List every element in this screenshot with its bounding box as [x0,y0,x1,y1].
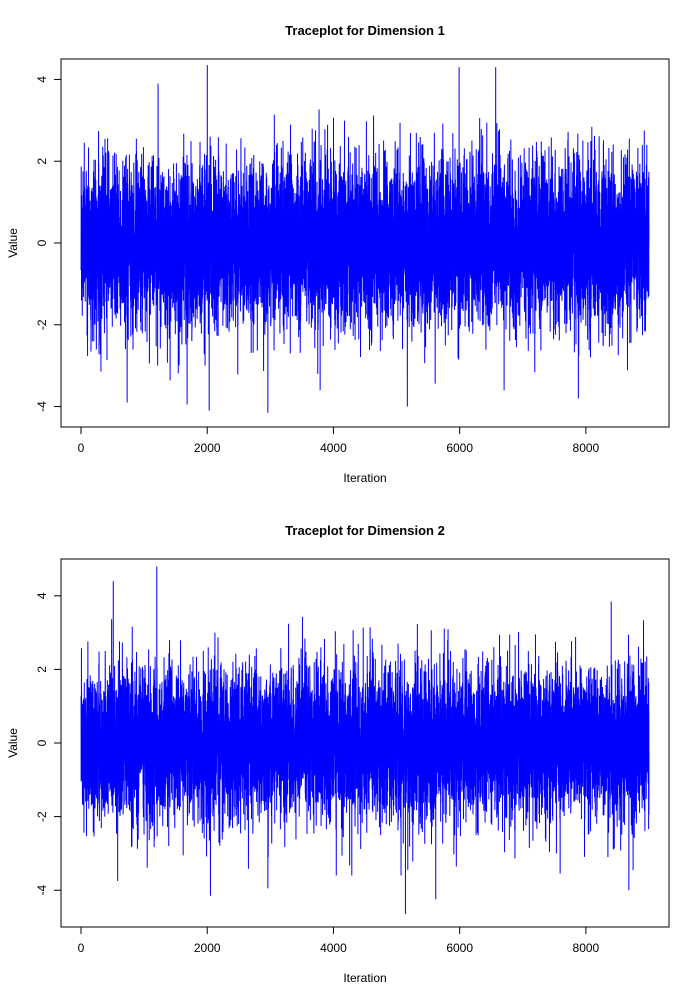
y-tick-label: -2 [35,811,49,822]
chart-title: Traceplot for Dimension 2 [285,523,445,538]
y-tick-label: 0 [35,239,49,246]
trace-line-dimension-1 [80,65,650,413]
y-axis-label: Value [6,228,20,258]
y-tick-label: 0 [35,739,49,746]
x-tick-label: 0 [78,441,85,455]
chart-panel-1: Traceplot for Dimension 1 0 2000 4000 6000 80… [6,23,670,485]
y-tick-label: -2 [35,319,49,330]
trace-line-dimension-2 [80,566,650,915]
x-axis-label: Iteration [343,971,386,985]
chart-panel-2: Traceplot for Dimension 2 0 2000 4000 6000 80… [6,523,670,985]
chart-title: Traceplot for Dimension 1 [285,23,445,38]
y-tick-label: 2 [35,158,49,165]
y-tick-label: 2 [35,666,49,673]
y-tick-label: 4 [35,76,49,83]
x-tick-label: 2000 [194,441,221,455]
x-tick-label: 4000 [320,941,347,955]
x-tick-label: 0 [78,941,85,955]
y-tick-label: -4 [35,401,49,412]
x-tick-label: 2000 [194,941,221,955]
y-axis-label: Value [6,728,20,758]
x-axis-label: Iteration [343,471,386,485]
x-tick-label: 8000 [573,941,600,955]
y-tick-label: 4 [35,592,49,599]
x-tick-label: 6000 [446,441,473,455]
y-tick-label: -4 [35,885,49,896]
x-tick-label: 8000 [573,441,600,455]
x-tick-label: 6000 [446,941,473,955]
x-tick-label: 4000 [320,441,347,455]
